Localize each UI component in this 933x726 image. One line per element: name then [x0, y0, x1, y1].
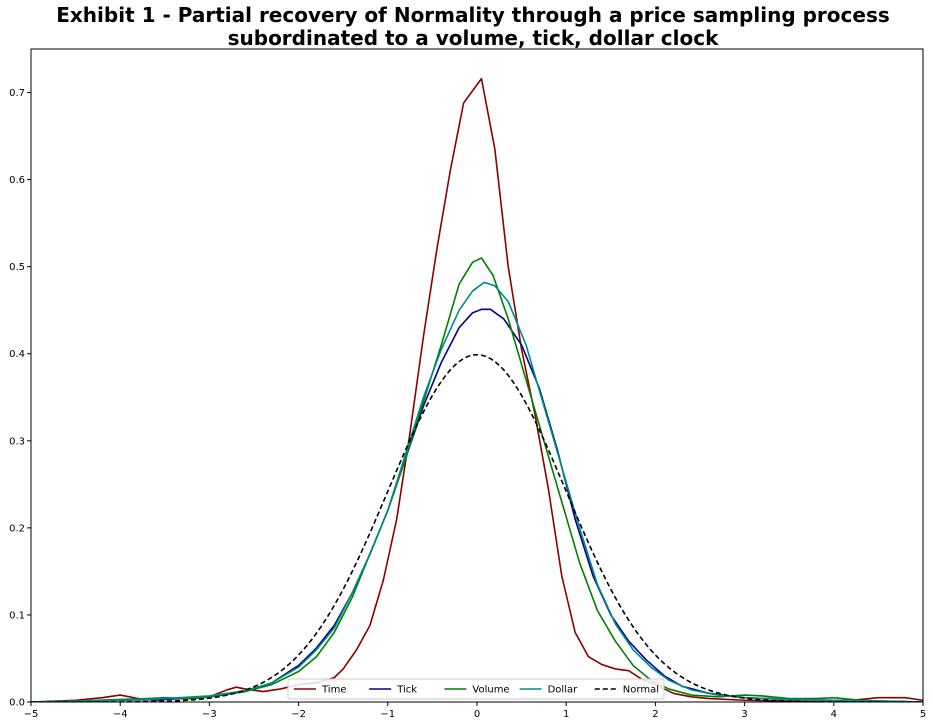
- chart-title: Exhibit 1 - Partial recovery of Normalit…: [56, 3, 890, 27]
- y-tick-label: 0.5: [9, 262, 25, 273]
- series-line-dollar: [31, 281, 923, 702]
- y-tick-label: 0.2: [9, 523, 25, 534]
- x-tick-label: 0: [474, 709, 480, 720]
- legend-label-volume: Volume: [472, 685, 509, 696]
- y-tick-label: 0.0: [9, 698, 25, 709]
- x-tick-label: 3: [741, 709, 747, 720]
- y-tick-label: 0.6: [9, 175, 25, 186]
- x-tick-label: 2: [652, 709, 658, 720]
- series-line-volume: [31, 257, 923, 702]
- y-tick-label: 0.1: [9, 610, 25, 621]
- series-layer: [31, 77, 923, 702]
- x-tick-label: 1: [563, 709, 569, 720]
- legend-label-time: Time: [321, 685, 346, 696]
- legend: Time Tick Volume Dollar Normal: [287, 678, 665, 700]
- legend-label-normal: Normal: [623, 685, 659, 696]
- x-tick-label: 5: [920, 709, 926, 720]
- plot-frame: [30, 48, 924, 703]
- legend-box: [287, 678, 665, 700]
- series-line-tick: [31, 308, 923, 702]
- series-line-time: [31, 77, 923, 702]
- y-tick-label: 0.4: [9, 349, 25, 360]
- legend-label-dollar: Dollar: [548, 685, 579, 696]
- y-tick-label: 0.3: [9, 436, 25, 447]
- x-tick-label: −2: [291, 709, 306, 720]
- series-line-normal: [31, 353, 923, 702]
- y-tick-label: 0.7: [9, 88, 25, 99]
- chart-subtitle: subordinated to a volume, tick, dollar c…: [228, 26, 719, 50]
- y-axis: 0.0 0.1 0.2 0.3 0.4 0.5 0.6 0.7: [9, 88, 31, 709]
- x-tick-label: 4: [831, 709, 837, 720]
- x-tick-label: −5: [24, 709, 39, 720]
- x-axis: −5 −4 −3 −2 −1 0 1 2 3 4 5: [24, 702, 926, 720]
- x-tick-label: −4: [113, 709, 128, 720]
- legend-label-tick: Tick: [396, 685, 417, 696]
- x-tick-label: −3: [202, 709, 217, 720]
- x-tick-label: −1: [380, 709, 395, 720]
